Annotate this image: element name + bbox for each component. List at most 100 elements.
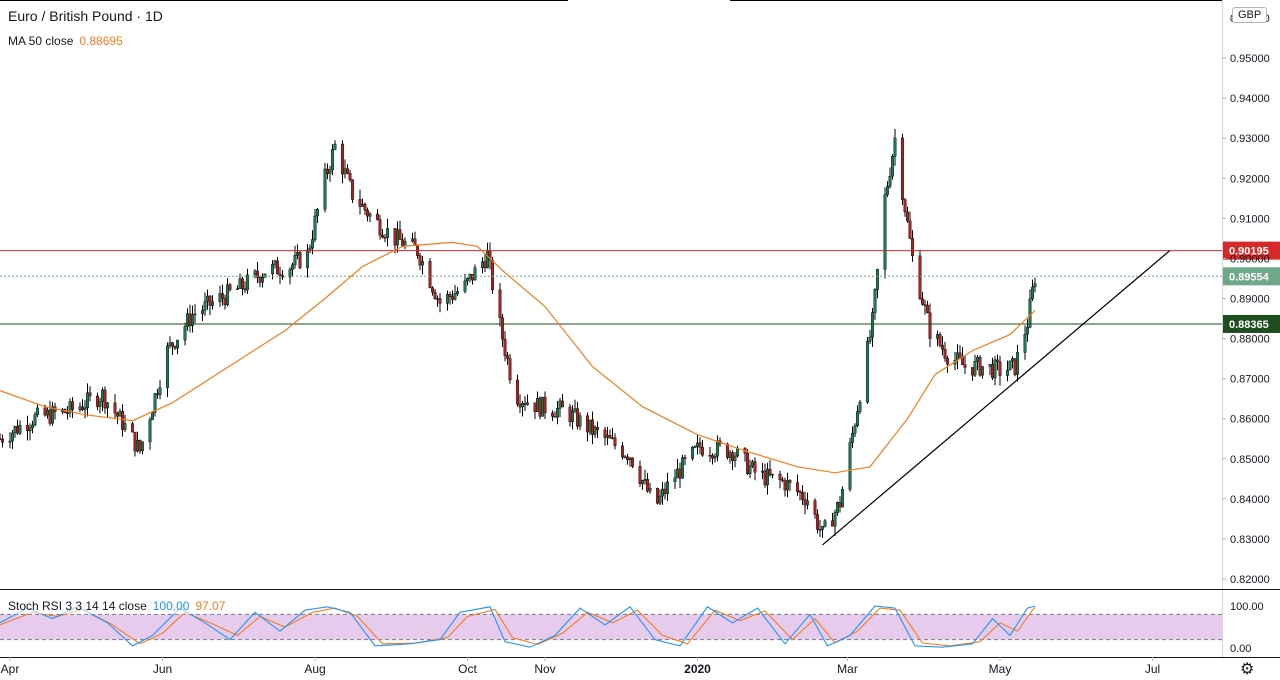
candle-body	[446, 294, 449, 304]
y-tick-label: 0.84000	[1230, 494, 1270, 506]
candle-body	[553, 416, 557, 418]
candle-body	[393, 228, 397, 246]
symbol-title: Euro / British Pound · 1D	[8, 8, 163, 24]
candle-body	[323, 168, 327, 210]
candle-body	[798, 491, 802, 493]
candle-body	[186, 313, 189, 327]
candle-body	[838, 502, 842, 508]
candle-body	[501, 317, 504, 340]
stoch-rsi-tick-label: 100.00	[1230, 601, 1264, 613]
candle-body	[328, 169, 332, 174]
candle-body	[436, 298, 439, 300]
candle-body	[298, 252, 302, 269]
candle-body	[168, 342, 172, 347]
y-tick-label: 0.82000	[1230, 574, 1270, 586]
candle-body	[1008, 360, 1012, 371]
candle-body	[278, 273, 282, 276]
candle-body	[666, 481, 669, 494]
candle-body	[991, 364, 994, 379]
candle-body	[876, 269, 879, 290]
candle-body	[306, 249, 309, 269]
candle-body	[381, 234, 384, 238]
stoch-rsi-legend[interactable]: Stoch RSI 3 3 14 14 close 100.00 97.07	[4, 598, 230, 614]
candle-body	[418, 255, 422, 266]
candle-body	[981, 366, 984, 376]
candle-body	[376, 213, 379, 220]
candle-body	[218, 293, 222, 302]
candle-body	[516, 379, 519, 405]
candle-body	[823, 520, 827, 527]
candle-body	[453, 293, 457, 300]
candle-body	[463, 280, 467, 292]
candle-body	[541, 396, 544, 417]
x-tick-label: Jun	[153, 662, 172, 676]
candle-body	[253, 270, 257, 275]
candle-body	[103, 389, 107, 409]
candle-body	[866, 341, 869, 403]
candle-body	[521, 403, 524, 408]
candle-body	[101, 389, 104, 402]
candle-body	[526, 402, 529, 405]
candle-body	[133, 431, 137, 452]
candle-body	[398, 229, 402, 240]
support-price-label: 0.88365	[1229, 319, 1269, 331]
candle-body	[643, 479, 647, 481]
candle-body	[751, 461, 754, 467]
candle-body	[506, 355, 509, 359]
candle-body	[716, 440, 719, 457]
candle-body	[211, 301, 214, 306]
candle-body	[858, 401, 862, 412]
candle-body	[648, 488, 652, 492]
candle-body	[273, 260, 277, 265]
candle-body	[86, 392, 89, 409]
candle-body	[906, 211, 909, 222]
candle-body	[201, 310, 204, 315]
stoch-rsi-k-value: 100.00	[152, 599, 190, 613]
candle-body	[568, 406, 572, 422]
candle-body	[16, 426, 19, 434]
gear-icon[interactable]: ⚙	[1240, 661, 1255, 678]
candle-body	[788, 480, 792, 483]
candle-body	[1013, 358, 1017, 375]
candle-body	[13, 426, 17, 434]
candle-body	[411, 238, 414, 242]
stoch-rsi-label: Stoch RSI 3 3 14 14 close	[8, 599, 147, 613]
candle-body	[78, 406, 82, 410]
candle-body	[366, 209, 369, 217]
currency-badge[interactable]: GBP	[1232, 7, 1268, 23]
candle-body	[331, 149, 334, 171]
x-tick-label: Oct	[458, 662, 477, 676]
candle-body	[1016, 352, 1019, 375]
candle-body	[938, 334, 942, 346]
candle-body	[98, 401, 102, 407]
candle-body	[626, 456, 629, 461]
candle-body	[851, 433, 854, 443]
candle-body	[483, 261, 487, 268]
ma-legend-value: 0.88695	[79, 34, 123, 48]
candle-body	[678, 468, 682, 479]
candle-body	[576, 408, 579, 427]
candle-body	[1, 438, 4, 443]
candle-body	[908, 220, 912, 239]
candle-body	[928, 312, 932, 339]
candle-body	[533, 402, 537, 412]
support-price-tag	[1222, 314, 1280, 333]
candle-body	[383, 237, 387, 239]
candle-body	[243, 288, 247, 291]
candle-body	[873, 289, 877, 313]
candle-body	[936, 334, 939, 339]
candle-body	[893, 137, 897, 157]
candle-body	[396, 229, 399, 246]
candle-body	[943, 349, 947, 359]
candle-body	[736, 447, 739, 457]
candle-body	[311, 239, 314, 249]
candle-body	[903, 199, 907, 213]
resistance-price-label: 0.90195	[1229, 246, 1269, 258]
candle-body	[591, 419, 594, 435]
ma-legend[interactable]: MA 50 close 0.88695	[8, 34, 123, 48]
candle-body	[923, 304, 927, 306]
candle-body	[121, 411, 124, 430]
candle-body	[868, 336, 872, 342]
candle-body	[466, 278, 469, 282]
